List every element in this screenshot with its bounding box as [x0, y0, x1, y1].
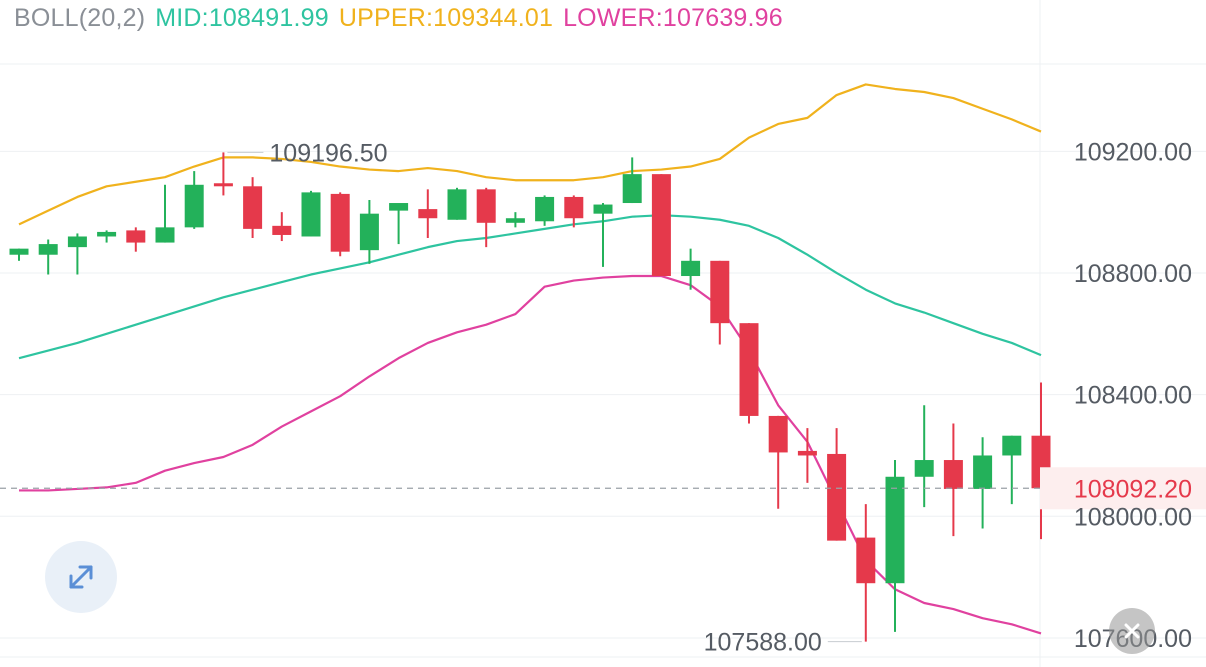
- candle-body: [38, 244, 58, 255]
- candle-body: [768, 415, 788, 453]
- candle: [359, 199, 379, 264]
- candle-body: [97, 231, 117, 237]
- close-icon: [1124, 623, 1140, 639]
- candle: [914, 405, 934, 508]
- candle: [184, 171, 204, 229]
- candle-body: [301, 192, 321, 237]
- price-markers: 109196.50 107588.00 108092.20: [0, 139, 1206, 657]
- candle-body: [418, 209, 438, 219]
- candle: [651, 174, 671, 277]
- current-price-tag: [1040, 467, 1206, 510]
- candle: [476, 187, 496, 248]
- candle: [768, 415, 788, 509]
- high-price-label: 109196.50: [269, 139, 387, 167]
- candle-body: [330, 193, 350, 252]
- current-price-label: 108092.20: [1074, 475, 1192, 503]
- candle: [155, 184, 175, 243]
- candle-body: [213, 183, 233, 187]
- candle-body: [359, 213, 379, 251]
- candle: [126, 227, 146, 252]
- expand-arrows-icon: [69, 565, 93, 589]
- candle-body: [797, 450, 817, 456]
- candle: [418, 189, 438, 239]
- candle-body: [856, 537, 876, 584]
- candle: [505, 212, 525, 228]
- candle-body: [622, 174, 642, 204]
- candle: [593, 203, 613, 267]
- candle-body: [9, 248, 29, 255]
- candle: [67, 233, 87, 275]
- indicator-name: BOLL(20,2): [14, 4, 146, 32]
- candle: [885, 460, 905, 632]
- candle: [856, 504, 876, 642]
- upper-value: UPPER:109344.01: [338, 4, 554, 32]
- candle-body: [710, 260, 730, 324]
- price-axis: 109200.00108800.00108400.00108000.001076…: [1074, 138, 1192, 653]
- candle: [301, 190, 321, 237]
- candle-body: [827, 453, 847, 541]
- candle-body: [739, 323, 759, 416]
- candle: [622, 157, 642, 204]
- candle: [447, 187, 467, 220]
- candle-body: [476, 189, 496, 223]
- expand-button[interactable]: [45, 541, 117, 613]
- candle: [1031, 382, 1051, 540]
- candle-body: [1002, 435, 1022, 456]
- candle-body: [535, 196, 555, 222]
- candle: [710, 260, 730, 345]
- band-mid: [18, 214, 1042, 360]
- candle-body: [67, 236, 87, 248]
- candle: [535, 195, 555, 226]
- lower-value: LOWER:107639.96: [563, 4, 783, 32]
- candle: [38, 239, 58, 275]
- band-upper: [18, 83, 1042, 226]
- candle: [827, 428, 847, 541]
- indicator-header: BOLL(20,2) MID:108491.99 UPPER:109344.01 LO…: [14, 4, 793, 33]
- candle: [973, 437, 993, 529]
- candle: [272, 212, 292, 242]
- candle: [97, 230, 117, 243]
- candle-body: [389, 203, 409, 211]
- candle-body: [243, 186, 263, 229]
- candle: [243, 177, 263, 239]
- candle-body: [447, 189, 467, 220]
- candle: [564, 195, 584, 228]
- y-tick-label: 108000.00: [1074, 503, 1192, 531]
- candle-body: [943, 460, 963, 489]
- candle: [9, 248, 29, 261]
- low-price-label: 107588.00: [704, 629, 822, 657]
- candles[interactable]: [9, 152, 1051, 642]
- y-tick-label: 109200.00: [1074, 138, 1192, 166]
- candle-body: [272, 225, 292, 235]
- candle: [389, 203, 409, 245]
- candle-body: [564, 196, 584, 219]
- candle-body: [126, 230, 146, 243]
- candle: [943, 423, 963, 537]
- candle-body: [651, 174, 671, 277]
- candle: [330, 192, 350, 257]
- candle: [739, 323, 759, 424]
- candle-body: [184, 184, 204, 228]
- candle: [797, 428, 817, 483]
- candle-body: [681, 260, 701, 277]
- y-tick-label: 108400.00: [1074, 382, 1192, 410]
- candle: [1002, 435, 1022, 505]
- candle: [681, 248, 701, 290]
- candle-body: [505, 218, 525, 223]
- candle-body: [155, 227, 175, 243]
- candle-body: [593, 204, 613, 214]
- y-tick-label: 108800.00: [1074, 260, 1192, 288]
- candle-body: [885, 476, 905, 584]
- scroll-to-latest-button[interactable]: [1109, 608, 1155, 654]
- candle: [213, 152, 233, 196]
- candle-body: [973, 455, 993, 489]
- mid-value: MID:108491.99: [155, 4, 329, 32]
- candle-body: [914, 460, 934, 477]
